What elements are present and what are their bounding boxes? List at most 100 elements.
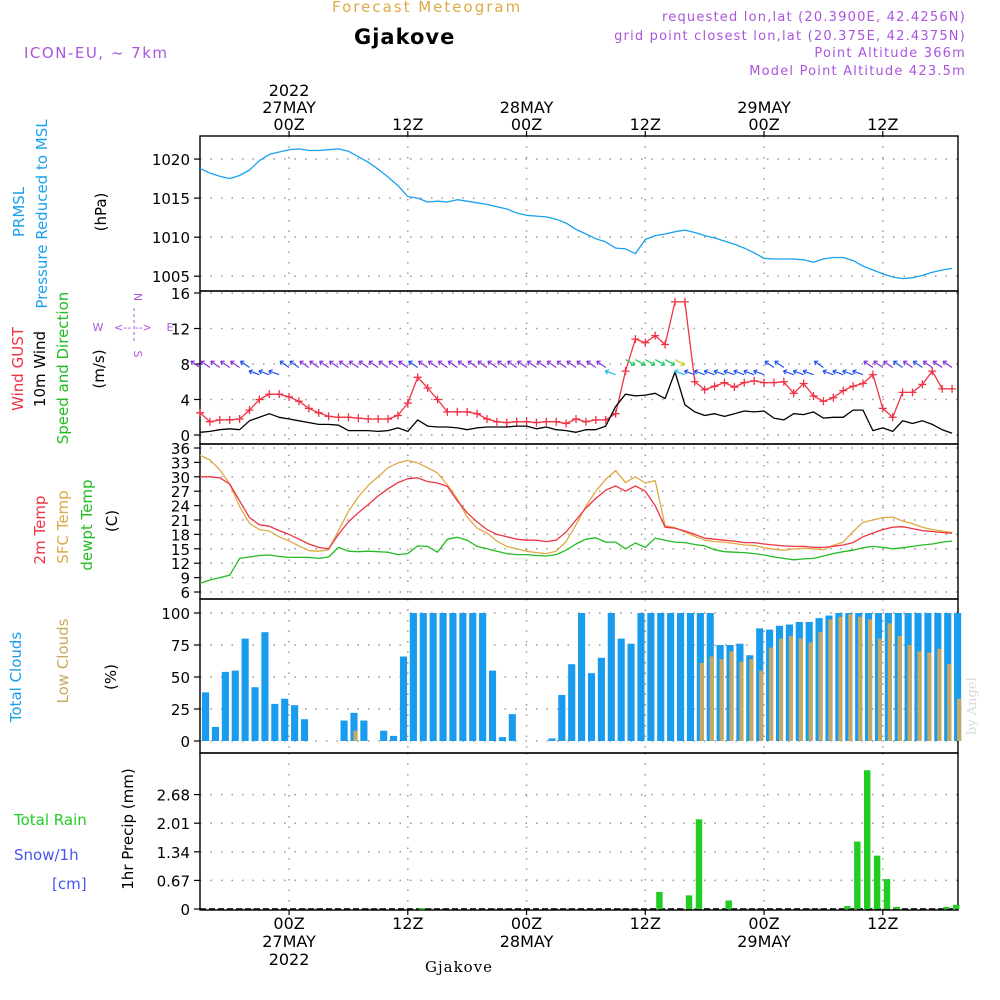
compass-arrows-horizontal: <-- --> bbox=[114, 321, 152, 334]
wind-arrow-head bbox=[596, 360, 601, 366]
total-clouds-bar bbox=[380, 730, 388, 741]
y-tick-label: 100 bbox=[161, 605, 190, 623]
gust-point bbox=[760, 378, 769, 387]
wind-arrow-icon bbox=[664, 359, 676, 367]
wind-arrow-head bbox=[713, 369, 719, 375]
wind-arrow-icon bbox=[883, 360, 894, 369]
wind-arrow-icon bbox=[536, 360, 547, 369]
y-tick-label: 2.68 bbox=[157, 787, 190, 805]
gust-point bbox=[492, 417, 501, 426]
wind-arrow-shaft bbox=[536, 360, 547, 369]
dewpt-series-line bbox=[199, 536, 953, 585]
wind-arrow-head bbox=[358, 360, 364, 366]
y-tick-label: 24 bbox=[171, 498, 190, 516]
total-clouds-bar bbox=[300, 719, 309, 741]
wind-arrow-head bbox=[388, 360, 393, 366]
wind-arrow-head bbox=[467, 360, 473, 366]
gust-point bbox=[690, 377, 699, 386]
wind-arrow-icon bbox=[604, 369, 616, 376]
time-label-bottom: 00Z bbox=[748, 914, 779, 933]
wind-arrow-shaft bbox=[822, 370, 834, 376]
gust-point bbox=[938, 384, 947, 393]
wind-title: 10m Wind bbox=[31, 331, 49, 407]
gust-point bbox=[384, 415, 393, 424]
precip-bar bbox=[695, 819, 703, 909]
precipitation-panel-frame bbox=[199, 752, 959, 911]
wind-arrow-shaft bbox=[428, 360, 438, 369]
time-label-top: 12Z bbox=[867, 115, 898, 134]
low-clouds-bar bbox=[848, 614, 853, 741]
precip-bar bbox=[883, 879, 891, 909]
wind-arrow-shaft bbox=[299, 360, 310, 369]
low-clouds-bar bbox=[719, 659, 724, 741]
wind-arrow-icon bbox=[200, 360, 211, 369]
wind-arrow-head bbox=[220, 360, 225, 366]
wind-arrow-head bbox=[338, 360, 344, 366]
gust-point bbox=[680, 297, 689, 306]
wind-arrow-icon bbox=[842, 369, 854, 376]
wind-arrow-shaft bbox=[774, 360, 785, 369]
wind-arrow-icon bbox=[723, 369, 735, 376]
gust-point bbox=[512, 417, 521, 426]
wind-arrow-head bbox=[477, 360, 482, 366]
gust-point bbox=[948, 384, 957, 393]
gust-point bbox=[532, 418, 541, 427]
wind-arrow-head bbox=[348, 360, 354, 366]
wind-arrow-shaft bbox=[674, 370, 686, 376]
wind-arrow-icon bbox=[546, 360, 557, 369]
wind-arrow-head bbox=[932, 360, 938, 366]
gust-point bbox=[433, 395, 442, 404]
wind-arrow-shaft bbox=[348, 360, 359, 369]
wind-arrow-icon bbox=[822, 369, 834, 376]
wind-arrow-head bbox=[556, 360, 562, 366]
wind-arrow-icon bbox=[912, 360, 923, 369]
footer-location: Gjakove bbox=[425, 958, 494, 976]
location-title: Gjakove bbox=[354, 25, 456, 49]
y-tick-label: 1010 bbox=[152, 229, 190, 247]
wind-arrow-icon bbox=[645, 359, 656, 367]
wind-arrow-head bbox=[942, 360, 948, 366]
wind-arrow-shaft bbox=[556, 360, 567, 369]
wind-arrow-icon bbox=[802, 369, 814, 376]
time-label-top: 00Z bbox=[748, 115, 779, 134]
precip-bar bbox=[864, 770, 871, 909]
gust-point bbox=[463, 407, 472, 416]
wind-arrow-icon bbox=[319, 360, 329, 369]
wind-arrow-head bbox=[516, 360, 522, 366]
y-tick-label: 4 bbox=[180, 392, 190, 410]
wind-arrow-icon bbox=[467, 360, 478, 369]
wind-arrow-shaft bbox=[319, 360, 329, 369]
wind-arrow-head bbox=[378, 360, 384, 366]
compass-east: E bbox=[167, 321, 174, 334]
wind-arrow-icon bbox=[863, 360, 874, 369]
wind-arrow-shaft bbox=[596, 360, 607, 369]
wind-arrow-icon bbox=[526, 360, 537, 369]
wind-arrow-icon bbox=[408, 360, 419, 369]
wind-arrow-shaft bbox=[418, 360, 428, 369]
wind-arrow-icon bbox=[743, 369, 755, 376]
wind-arrow-icon bbox=[418, 360, 428, 369]
wind-arrow-icon bbox=[922, 360, 933, 369]
wind-arrow-head bbox=[832, 369, 837, 375]
sfc-temp-title: SFC Temp bbox=[54, 490, 72, 563]
wind-arrow-head bbox=[813, 360, 819, 366]
wind-direction-title: Speed and Direction bbox=[54, 292, 72, 445]
low-clouds-bar bbox=[927, 652, 932, 741]
time-label-top: 00Z bbox=[273, 115, 304, 134]
gust-point bbox=[888, 413, 897, 422]
total-clouds-bar bbox=[350, 712, 358, 741]
gust-point bbox=[769, 378, 778, 387]
wind-arrow-head bbox=[319, 360, 324, 366]
gust-point bbox=[354, 414, 363, 423]
compass-west: W bbox=[93, 321, 104, 334]
total-clouds-title: Total Clouds bbox=[7, 632, 25, 724]
wind-arrow-head bbox=[660, 361, 666, 367]
credit-watermark: by Angel bbox=[965, 677, 980, 735]
total-clouds-bar bbox=[439, 613, 447, 741]
total-clouds-bar bbox=[202, 692, 210, 741]
wind-arrow-icon bbox=[507, 360, 518, 369]
y-tick-label: 1015 bbox=[152, 190, 190, 208]
gust-point bbox=[314, 408, 323, 417]
wind-arrow-shaft bbox=[883, 360, 894, 369]
wind-arrow-shaft bbox=[713, 370, 725, 376]
